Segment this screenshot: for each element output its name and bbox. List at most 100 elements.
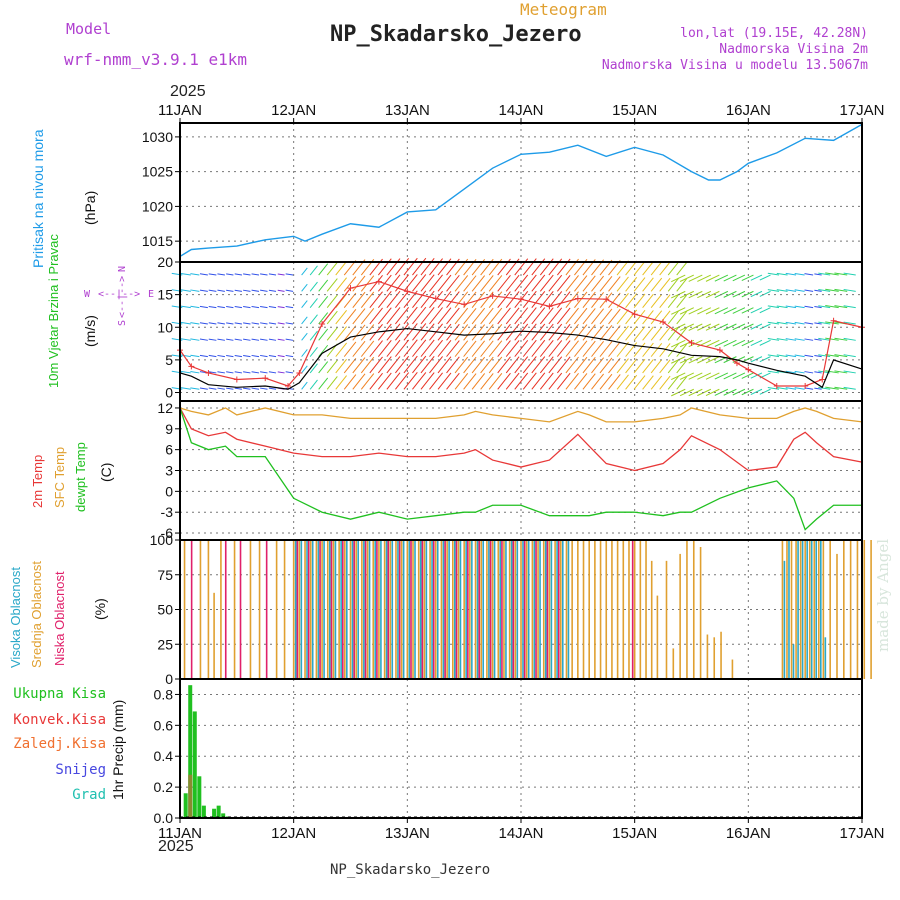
footer-station: NP_Skadarsko_Jezero <box>330 862 491 878</box>
wind-arrow <box>659 343 671 357</box>
wind-arrow <box>412 323 427 341</box>
wind-arrow <box>377 356 392 374</box>
wind-arrow <box>251 354 260 358</box>
wind-arrow <box>671 274 686 283</box>
wind-arrow <box>732 274 746 282</box>
wind-arrow <box>208 273 217 276</box>
wind-arrow <box>514 323 529 341</box>
wind-arrow <box>750 356 763 363</box>
wind-arrow <box>804 387 814 390</box>
wind-arrow <box>377 307 392 325</box>
wind-arrow <box>676 360 688 374</box>
wind-arrow <box>679 290 694 299</box>
wind-arrow <box>642 310 654 325</box>
wind-arrow <box>697 356 712 364</box>
wind-arrow <box>480 356 494 374</box>
wind-arrow <box>723 274 737 282</box>
y-tick-label: 1020 <box>142 198 173 214</box>
wind-gust-marker <box>296 369 303 376</box>
wind-arrow <box>190 387 200 390</box>
wind-arrow <box>180 338 191 341</box>
wind-arrow <box>234 387 243 390</box>
wind-arrow <box>599 308 613 325</box>
wind-gust-marker <box>603 296 610 303</box>
wind-arrow <box>818 386 831 390</box>
wind-arrow <box>539 274 554 292</box>
wind-arrow <box>480 324 494 341</box>
wind-arrow <box>301 349 308 357</box>
wind-arrow <box>437 323 452 341</box>
wind-arrow <box>429 356 443 374</box>
wind-arrow <box>251 371 260 374</box>
wind-arrow <box>714 372 729 380</box>
wind-arrow <box>403 323 418 341</box>
wind-arrow <box>301 365 308 374</box>
wind-arrow <box>309 265 318 276</box>
wind-arrow <box>514 356 529 374</box>
wind-arrow <box>386 274 401 292</box>
precip-conv-bar <box>188 774 193 818</box>
y-tick-label: 0 <box>165 385 173 401</box>
wind-gust-marker <box>745 366 752 373</box>
wind-arrow <box>814 306 822 309</box>
wind-arrow <box>309 330 318 341</box>
wind-arrow <box>767 321 780 325</box>
wind-arrow <box>429 274 443 292</box>
wind-arrow <box>679 388 694 397</box>
wind-arrow <box>420 274 435 292</box>
x-tick-label-top: 15JAN <box>612 102 657 119</box>
wind-arrow <box>582 308 596 325</box>
wind-arrow <box>556 323 571 341</box>
station-title: NP_Skadarsko_Jezero <box>330 22 582 47</box>
wind-gust-marker <box>188 363 195 370</box>
wind-arrow <box>463 340 477 357</box>
wind-arrow <box>463 275 477 292</box>
wind-arrow <box>625 358 638 374</box>
wind-arrow <box>574 340 588 357</box>
wind-arrow <box>608 292 621 308</box>
legend-total-rain: Ukupna Kisa <box>13 686 106 702</box>
wind-arrow <box>234 338 243 341</box>
wind-arrow <box>843 386 856 390</box>
wind-arrow <box>539 356 554 374</box>
wind-arrow <box>190 289 200 292</box>
wind-arrow <box>326 359 338 374</box>
wind-arrow <box>335 261 348 276</box>
wind-arrow <box>412 355 427 374</box>
wind-arrow <box>420 355 435 374</box>
wind-arrow <box>318 295 329 308</box>
wind-gust-marker <box>404 288 411 295</box>
wind-arrow <box>794 338 805 341</box>
wind-arrow <box>309 363 318 374</box>
wind-arrow <box>814 371 822 374</box>
wind-arrow <box>226 338 234 341</box>
wind-arrow <box>226 354 234 358</box>
wind-arrow <box>352 324 366 341</box>
wind-arrow <box>741 307 754 314</box>
wind-arrow <box>190 273 200 276</box>
wind-gust-marker <box>518 296 524 303</box>
y-tick-label: 0.4 <box>154 748 174 764</box>
wind-arrow <box>767 289 780 292</box>
x-tick-label-bottom: 16JAN <box>726 825 771 842</box>
wind-arrow <box>750 307 763 314</box>
wind-arrow <box>741 274 754 282</box>
wind-arrow <box>616 358 629 374</box>
wind-arrow <box>251 322 260 325</box>
wind-arrow <box>360 340 375 357</box>
wind-gust-marker <box>205 369 212 376</box>
model-label: Model <box>66 20 112 38</box>
wind-arrow <box>463 307 477 325</box>
wind-arrow <box>539 340 554 357</box>
precip-total-bar <box>192 711 197 818</box>
wind-arrow <box>243 322 251 325</box>
sfc-temp-line <box>179 407 863 423</box>
wind-arrow <box>732 339 746 347</box>
wind-arrow <box>260 371 268 374</box>
wind-arrow <box>688 274 703 282</box>
wind-arrow <box>741 339 754 347</box>
x-tick-label-bottom: 17JAN <box>839 825 884 842</box>
wind-arrow <box>582 324 596 341</box>
wind-arrow <box>794 370 805 374</box>
wind-arrow <box>386 339 401 357</box>
